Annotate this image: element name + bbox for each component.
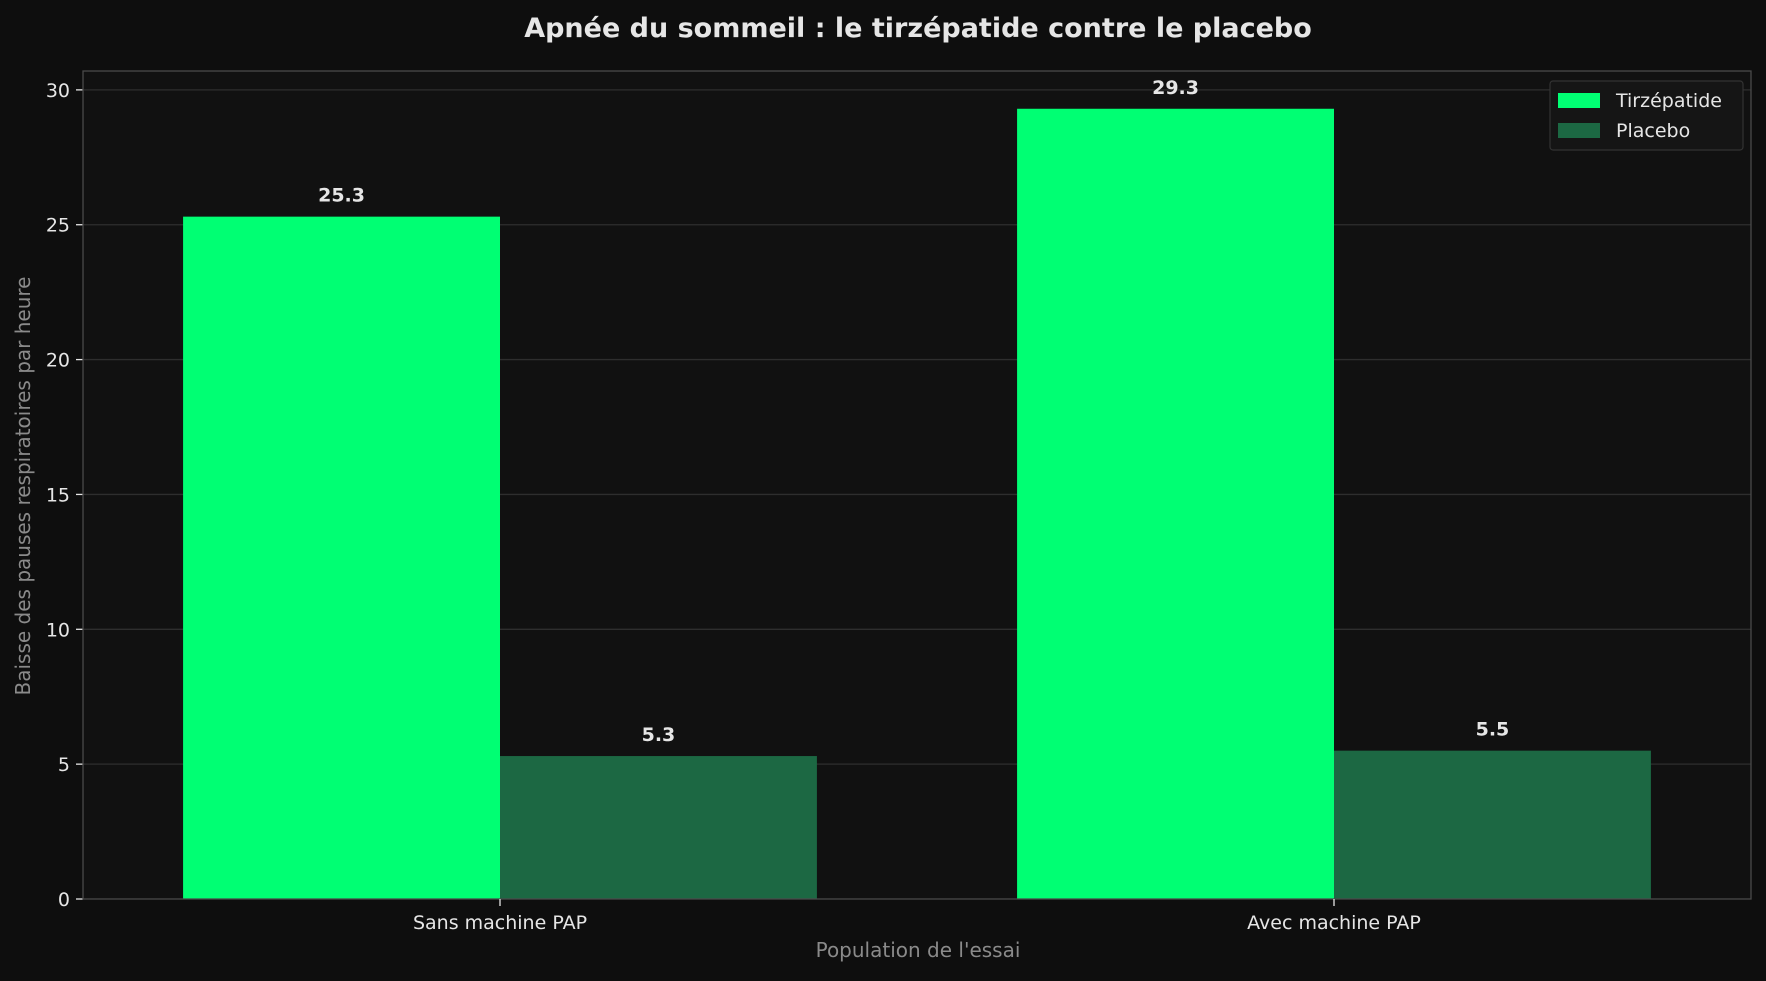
bar-tirzepatide — [1017, 108, 1334, 899]
y-tick-label: 10 — [46, 619, 70, 641]
legend-swatch-tirzepatide — [1558, 93, 1600, 108]
x-axis-label: Population de l'essai — [816, 938, 1021, 962]
y-axis-label: Baisse des pauses respiratoires par heur… — [11, 277, 35, 696]
bar-placebo — [1334, 750, 1651, 899]
legend-label-placebo: Placebo — [1616, 120, 1690, 142]
bars — [183, 108, 1651, 899]
y-tick-label: 15 — [46, 484, 70, 506]
bar-value-label: 5.5 — [1476, 719, 1510, 741]
chart-title: Apnée du sommeil : le tirzépatide contre… — [524, 13, 1312, 44]
bar-placebo — [500, 756, 817, 899]
axes: 0 5 10 15 20 25 30 Sans machine PAP Avec machine… — [46, 70, 1752, 934]
legend: Tirzépatide Placebo — [1549, 80, 1744, 151]
x-tick-label: Avec machine PAP — [1247, 912, 1421, 934]
x-tick-label: Sans machine PAP — [413, 912, 587, 934]
bar-value-label: 5.3 — [642, 724, 676, 746]
y-tick-label: 25 — [46, 215, 70, 237]
bar-value-label: 25.3 — [318, 185, 365, 207]
legend-swatch-placebo — [1558, 123, 1600, 138]
data-labels: 25.3 5.3 29.3 5.5 — [318, 77, 1509, 746]
bar-tirzepatide — [183, 216, 500, 899]
y-tick-label: 20 — [46, 350, 70, 372]
y-tick-label: 5 — [58, 754, 70, 776]
bar-value-label: 29.3 — [1152, 77, 1199, 99]
legend-label-tirzepatide: Tirzépatide — [1615, 90, 1722, 112]
y-tick-label: 0 — [58, 889, 70, 911]
y-tick-label: 30 — [46, 80, 70, 102]
plot-frame — [82, 70, 1752, 900]
